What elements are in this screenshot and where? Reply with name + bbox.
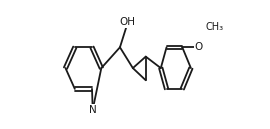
Text: N: N bbox=[89, 105, 97, 115]
Text: CH₃: CH₃ bbox=[206, 22, 224, 31]
Text: O: O bbox=[195, 42, 203, 52]
Text: OH: OH bbox=[120, 17, 136, 27]
